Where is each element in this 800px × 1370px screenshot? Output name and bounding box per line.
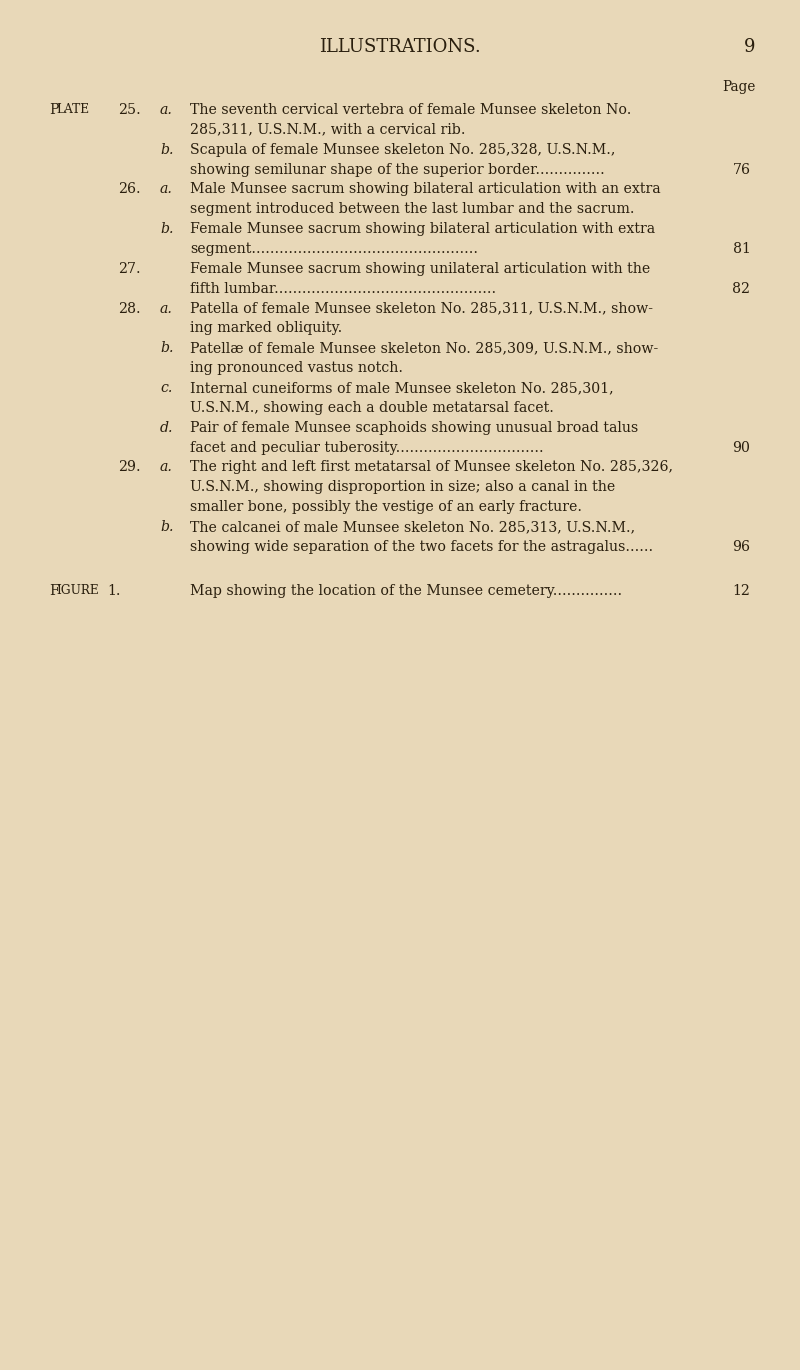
Text: 26.: 26. bbox=[118, 182, 141, 196]
Text: segment.................................................: segment.................................… bbox=[190, 242, 478, 256]
Text: 81: 81 bbox=[733, 242, 750, 256]
Text: U.S.N.M., showing disproportion in size; also a canal in the: U.S.N.M., showing disproportion in size;… bbox=[190, 481, 616, 495]
Text: Page: Page bbox=[722, 79, 755, 95]
Text: 96: 96 bbox=[733, 540, 750, 553]
Text: The seventh cervical vertebra of female Munsee skeleton No.: The seventh cervical vertebra of female … bbox=[190, 103, 632, 116]
Text: ing marked obliquity.: ing marked obliquity. bbox=[190, 322, 342, 336]
Text: b.: b. bbox=[160, 142, 174, 156]
Text: smaller bone, possibly the vestige of an early fracture.: smaller bone, possibly the vestige of an… bbox=[190, 500, 582, 514]
Text: U.S.N.M., showing each a double metatarsal facet.: U.S.N.M., showing each a double metatars… bbox=[190, 401, 554, 415]
Text: 82: 82 bbox=[733, 282, 750, 296]
Text: b.: b. bbox=[160, 222, 174, 236]
Text: segment introduced between the last lumbar and the sacrum.: segment introduced between the last lumb… bbox=[190, 203, 635, 216]
Text: showing semilunar shape of the superior border...............: showing semilunar shape of the superior … bbox=[190, 163, 605, 177]
Text: Patellæ of female Munsee skeleton No. 285,309, U.S.N.M., show-: Patellæ of female Munsee skeleton No. 28… bbox=[190, 341, 658, 355]
Text: Patella of female Munsee skeleton No. 285,311, U.S.N.M., show-: Patella of female Munsee skeleton No. 28… bbox=[190, 301, 654, 315]
Text: facet and peculiar tuberosity................................: facet and peculiar tuberosity...........… bbox=[190, 441, 544, 455]
Text: 1.: 1. bbox=[107, 584, 121, 597]
Text: 90: 90 bbox=[733, 441, 750, 455]
Text: The calcanei of male Munsee skeleton No. 285,313, U.S.N.M.,: The calcanei of male Munsee skeleton No.… bbox=[190, 521, 635, 534]
Text: 29.: 29. bbox=[118, 460, 141, 474]
Text: b.: b. bbox=[160, 521, 174, 534]
Text: a.: a. bbox=[160, 460, 173, 474]
Text: 28.: 28. bbox=[118, 301, 141, 315]
Text: Pair of female Munsee scaphoids showing unusual broad talus: Pair of female Munsee scaphoids showing … bbox=[190, 421, 638, 434]
Text: ILLUSTRATIONS.: ILLUSTRATIONS. bbox=[319, 38, 481, 56]
Text: d.: d. bbox=[160, 421, 174, 434]
Text: fifth lumbar................................................: fifth lumbar............................… bbox=[190, 282, 497, 296]
Text: 285,311, U.S.N.M., with a cervical rib.: 285,311, U.S.N.M., with a cervical rib. bbox=[190, 123, 466, 137]
Text: P: P bbox=[50, 103, 59, 116]
Text: c.: c. bbox=[160, 381, 172, 395]
Text: Female Munsee sacrum showing unilateral articulation with the: Female Munsee sacrum showing unilateral … bbox=[190, 262, 650, 275]
Text: IGURE: IGURE bbox=[56, 584, 99, 597]
Text: a.: a. bbox=[160, 182, 173, 196]
Text: F: F bbox=[50, 584, 59, 597]
Text: 9: 9 bbox=[744, 38, 755, 56]
Text: 76: 76 bbox=[733, 163, 750, 177]
Text: 27.: 27. bbox=[118, 262, 141, 275]
Text: Scapula of female Munsee skeleton No. 285,328, U.S.N.M.,: Scapula of female Munsee skeleton No. 28… bbox=[190, 142, 616, 156]
Text: Male Munsee sacrum showing bilateral articulation with an extra: Male Munsee sacrum showing bilateral art… bbox=[190, 182, 661, 196]
Text: a.: a. bbox=[160, 301, 173, 315]
Text: a.: a. bbox=[160, 103, 173, 116]
Text: LATE: LATE bbox=[56, 103, 90, 116]
Text: ing pronounced vastus notch.: ing pronounced vastus notch. bbox=[190, 362, 403, 375]
Text: 12: 12 bbox=[733, 584, 750, 597]
Text: showing wide separation of the two facets for the astragalus......: showing wide separation of the two facet… bbox=[190, 540, 654, 553]
Text: Map showing the location of the Munsee cemetery...............: Map showing the location of the Munsee c… bbox=[190, 584, 622, 597]
Text: Female Munsee sacrum showing bilateral articulation with extra: Female Munsee sacrum showing bilateral a… bbox=[190, 222, 655, 236]
Text: 25.: 25. bbox=[118, 103, 141, 116]
Text: b.: b. bbox=[160, 341, 174, 355]
Text: The right and left first metatarsal of Munsee skeleton No. 285,326,: The right and left first metatarsal of M… bbox=[190, 460, 674, 474]
Text: Internal cuneiforms of male Munsee skeleton No. 285,301,: Internal cuneiforms of male Munsee skele… bbox=[190, 381, 614, 395]
